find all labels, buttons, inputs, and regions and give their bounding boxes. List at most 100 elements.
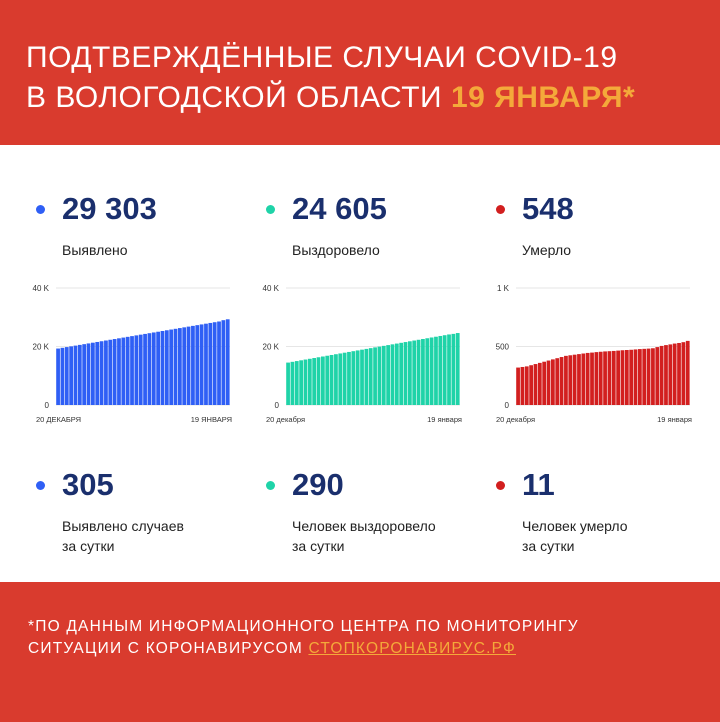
- bar: [82, 344, 87, 405]
- bar: [69, 346, 73, 405]
- bar: [225, 319, 230, 405]
- bullet-dot-red: [496, 481, 505, 490]
- y-tick-label: 1 K: [497, 284, 510, 293]
- bar: [125, 336, 130, 405]
- bar: [642, 348, 647, 405]
- bar: [564, 355, 568, 405]
- bar: [368, 348, 373, 405]
- stat-value: 24 605: [292, 191, 387, 226]
- bar: [217, 321, 221, 405]
- bar: [629, 349, 634, 405]
- title-region: В ВОЛОГОДСКОЙ ОБЛАСТИ: [26, 81, 443, 114]
- bullet-dot-teal: [266, 205, 275, 214]
- bar: [117, 338, 121, 405]
- bar: [143, 333, 147, 405]
- bar: [160, 330, 165, 405]
- stat-label: Человек умерло: [522, 518, 628, 534]
- bar: [208, 322, 213, 405]
- bar: [364, 348, 369, 405]
- bar: [212, 322, 217, 405]
- bar: [204, 323, 208, 405]
- bar: [355, 350, 360, 405]
- bar: [533, 364, 538, 405]
- bar: [321, 356, 325, 405]
- bar: [598, 351, 603, 405]
- bar: [421, 339, 425, 405]
- bar: [91, 342, 95, 405]
- bar: [672, 343, 677, 405]
- bar: [164, 330, 169, 405]
- bar: [199, 324, 204, 405]
- bar: [312, 358, 317, 405]
- bar: [434, 336, 438, 405]
- bar: [616, 350, 620, 405]
- y-tick-label: 0: [505, 401, 510, 410]
- bar: [108, 339, 113, 405]
- bar: [537, 362, 542, 405]
- bar: [429, 337, 434, 405]
- bar: [399, 342, 404, 405]
- bar: [178, 328, 182, 405]
- stat-label: Выздоровело: [292, 242, 380, 258]
- stats-panel: 29 303 Выявлено 24 605 Выздоровело 548 У…: [0, 145, 720, 582]
- bar: [607, 351, 612, 405]
- title-line-2: В ВОЛОГОДСКОЙ ОБЛАСТИ 19 ЯНВАРЯ*: [26, 78, 635, 118]
- bar: [403, 342, 408, 405]
- bar: [611, 350, 616, 405]
- bar: [56, 348, 60, 405]
- bar: [338, 353, 343, 405]
- footer-banner: *ПО ДАННЫМ ИНФОРМАЦИОННОГО ЦЕНТРА ПО МОН…: [0, 582, 720, 722]
- x-tick-label-start: 20 декабря: [266, 415, 305, 424]
- chart-detected-svg: 0 20 K 40 K 20 ДЕКАБРЯ 19 ЯНВАРЯ: [33, 284, 232, 424]
- bar: [408, 341, 412, 405]
- bar: [412, 340, 417, 405]
- stat-label: Умерло: [522, 242, 572, 258]
- y-tick-label: 0: [275, 401, 280, 410]
- title-date: 19 ЯНВАРЯ*: [450, 81, 636, 114]
- bar: [624, 350, 629, 405]
- bar: [195, 325, 200, 405]
- bar: [307, 358, 312, 405]
- chart-recovered: 0 20 K 40 K 20 декабря 19 января: [252, 280, 462, 430]
- bar: [186, 326, 191, 405]
- y-tick-label: 0: [45, 401, 50, 410]
- bar: [590, 352, 594, 405]
- bar: [191, 325, 195, 405]
- stat-value: 548: [522, 191, 574, 226]
- bar: [520, 366, 525, 405]
- stat-value: 305: [62, 467, 114, 502]
- source-note: *ПО ДАННЫМ ИНФОРМАЦИОННОГО ЦЕНТРА ПО МОН…: [28, 616, 579, 660]
- chart-detected: 0 20 K 40 K 20 ДЕКАБРЯ 19 ЯНВАРЯ: [22, 280, 232, 430]
- bar: [386, 345, 390, 405]
- header-banner: ПОДТВЕРЖДЁННЫЕ СЛУЧАИ COVID-19 В ВОЛОГОД…: [0, 0, 720, 145]
- bar: [442, 335, 447, 405]
- bar: [572, 354, 577, 405]
- bar: [438, 335, 443, 405]
- x-tick-label-end: 19 января: [657, 415, 692, 424]
- chart-deaths: 0 500 1 K 20 декабря 19 января: [482, 280, 692, 430]
- bar: [173, 328, 178, 405]
- bar: [425, 338, 430, 405]
- y-tick-label: 500: [496, 343, 510, 352]
- bar: [664, 345, 668, 405]
- bar: [529, 365, 533, 405]
- bar: [646, 348, 651, 405]
- x-tick-label-start: 20 ДЕКАБРЯ: [36, 415, 81, 424]
- bar: [351, 351, 356, 405]
- y-tick-label: 40 K: [33, 284, 50, 293]
- y-tick-label: 20 K: [263, 343, 280, 352]
- bar: [60, 347, 65, 405]
- bar: [294, 361, 299, 405]
- bullet-dot-red: [496, 205, 505, 214]
- bar: [516, 367, 520, 405]
- bar: [668, 344, 673, 405]
- bar: [377, 346, 382, 405]
- bar: [681, 342, 686, 405]
- bar: [659, 345, 664, 405]
- bar: [677, 342, 681, 405]
- bar: [360, 349, 364, 405]
- bar: [551, 359, 555, 405]
- bar: [299, 360, 303, 405]
- bar: [64, 347, 69, 405]
- source-link[interactable]: СТОПКОРОНАВИРУС.РФ: [308, 640, 516, 657]
